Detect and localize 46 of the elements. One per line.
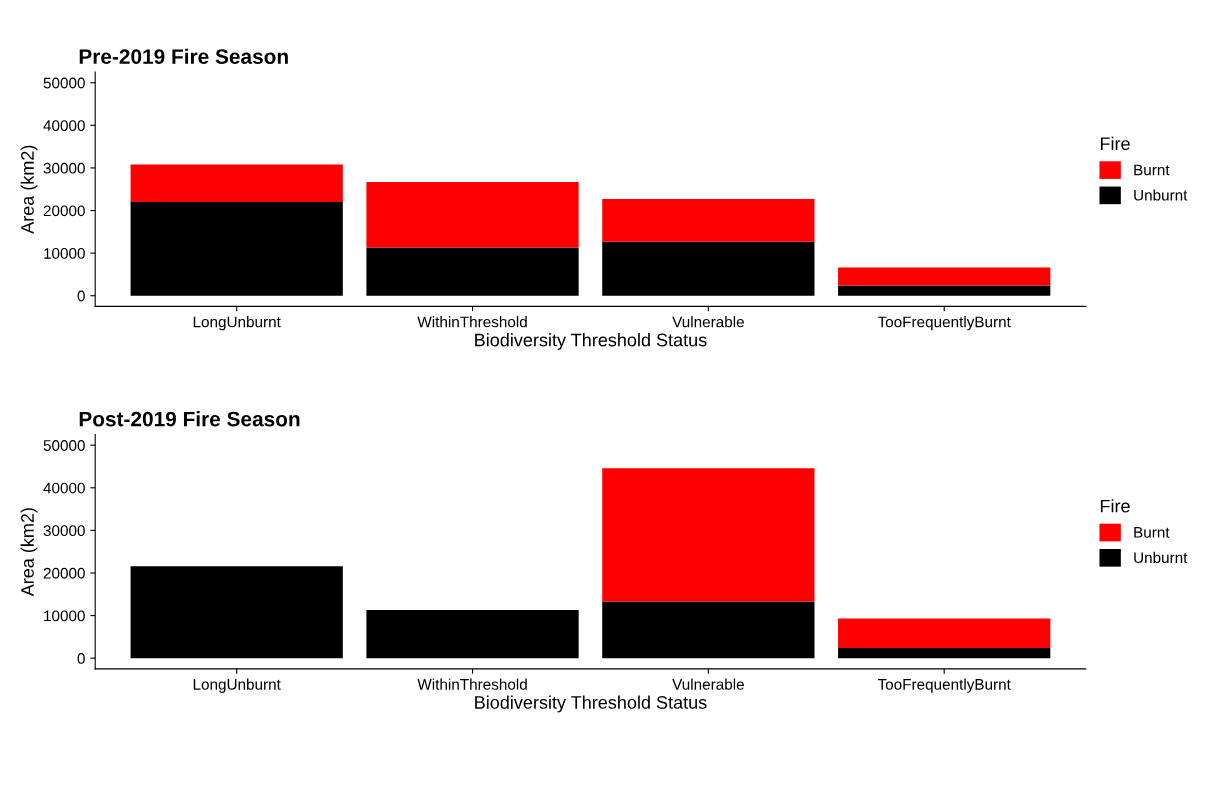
bar bbox=[602, 601, 815, 659]
y-tick-label: 30000 bbox=[43, 162, 85, 174]
x-tick-label: WithinThreshold bbox=[417, 316, 527, 328]
legend-label: Burnt bbox=[1134, 164, 1170, 176]
bar bbox=[838, 647, 1051, 659]
y-tick-label: 40000 bbox=[43, 482, 85, 494]
y-tick-label: 50000 bbox=[43, 77, 85, 89]
y-tick-label: 0 bbox=[77, 653, 85, 664]
bar bbox=[602, 199, 815, 242]
bar bbox=[838, 285, 1051, 296]
x-tick-label: Vulnerable bbox=[672, 316, 744, 328]
bar bbox=[130, 566, 343, 659]
x-tick-label: TooFrequentlyBurnt bbox=[877, 678, 1011, 693]
y-tick-label: 20000 bbox=[43, 567, 85, 579]
y-axis-title: Area (km2) bbox=[20, 145, 38, 234]
x-tick-label: WithinThreshold bbox=[417, 678, 527, 690]
legend-title: Fire bbox=[1100, 136, 1130, 151]
bar bbox=[366, 181, 579, 248]
y-tick-label: 10000 bbox=[44, 248, 85, 259]
bar bbox=[602, 468, 815, 602]
y-tick-label: 30000 bbox=[43, 525, 85, 537]
x-axis-title: Biodiversity Threshold Status bbox=[475, 333, 707, 350]
x-tick-label: LongUnburnt bbox=[193, 316, 281, 331]
x-axis-title: Biodiversity Threshold Status bbox=[475, 695, 707, 713]
chart-title: Pre-2019 Fire Season bbox=[79, 48, 288, 64]
y-tick-label: 0 bbox=[77, 290, 85, 302]
x-tick-label: Vulnerable bbox=[672, 678, 744, 690]
bar bbox=[838, 267, 1051, 286]
chart-title: Post-2019 Fire Season bbox=[79, 411, 300, 427]
bar bbox=[366, 610, 579, 659]
bar bbox=[130, 202, 343, 296]
x-tick-label: LongUnburnt bbox=[193, 678, 281, 693]
y-tick-label: 20000 bbox=[43, 205, 85, 217]
y-axis-title: Area (km2) bbox=[20, 508, 38, 597]
legend-label: Unburnt bbox=[1134, 189, 1188, 201]
bar bbox=[366, 247, 579, 296]
bar bbox=[602, 241, 815, 296]
legend-label: Burnt bbox=[1134, 527, 1170, 538]
y-tick-label: 10000 bbox=[44, 610, 85, 622]
y-tick-label: 40000 bbox=[43, 120, 85, 132]
bar bbox=[130, 164, 343, 203]
x-tick-label: TooFrequentlyBurnt bbox=[877, 316, 1011, 331]
legend-label: Unburnt bbox=[1134, 551, 1188, 564]
y-tick-label: 50000 bbox=[43, 440, 85, 451]
legend-title: Fire bbox=[1100, 499, 1130, 513]
bar bbox=[838, 618, 1051, 648]
